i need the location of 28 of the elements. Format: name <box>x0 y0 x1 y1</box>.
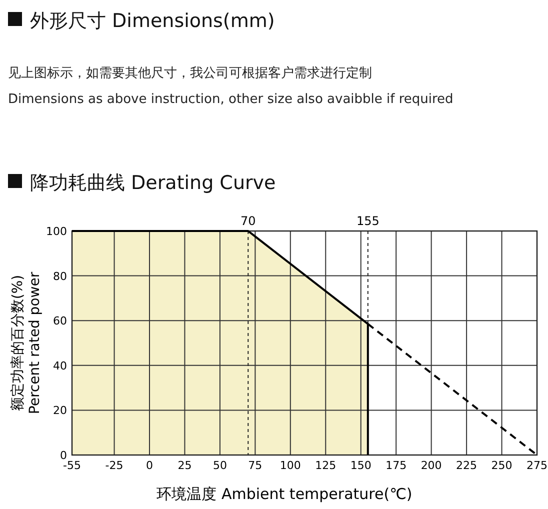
x-tick-label: 250 <box>491 459 512 472</box>
x-tick-label: 275 <box>526 459 548 472</box>
y-tick-label: 100 <box>46 225 67 238</box>
text: 见上图标示，如需要其他尺寸，我公司可根据客户需求进行定制 <box>8 65 372 81</box>
x-tick-label: 50 <box>212 459 227 472</box>
x-tick-label: 0 <box>146 459 153 472</box>
x-tick-label: 75 <box>248 459 262 472</box>
x-tick-label: 150 <box>350 459 372 472</box>
x-axis-title: 环境温度 Ambient temperature(℃) <box>156 485 412 503</box>
y-tick-label: 0 <box>60 449 67 462</box>
x-tick-label: 100 <box>280 459 301 472</box>
x-tick-label: 175 <box>386 459 407 472</box>
y-tick-label: 60 <box>53 314 67 328</box>
x-tick-label: 25 <box>178 459 192 472</box>
chart-title: 降功耗曲线 Derating Curve <box>30 172 276 194</box>
y-axis-title: 额定功率的百分数(%) Percent rated power <box>10 272 43 414</box>
x-tick-label: -55 <box>63 459 81 472</box>
x-tick-label: 200 <box>420 459 442 472</box>
y-tick-label: 20 <box>53 404 67 418</box>
ref-line-label: 155 <box>356 214 380 228</box>
y-tick-label: 80 <box>53 270 67 283</box>
x-tick-label: 225 <box>456 459 478 472</box>
ref-line-label: 70 <box>240 214 256 228</box>
y-tick-label: 40 <box>53 359 67 372</box>
x-tick-label: 125 <box>315 459 336 472</box>
text: 外形尺寸 Dimensions(mm) <box>30 10 275 32</box>
text: Dimensions as above instruction, other size also avaibble if required <box>8 92 454 107</box>
x-tick-label: -25 <box>105 459 124 472</box>
